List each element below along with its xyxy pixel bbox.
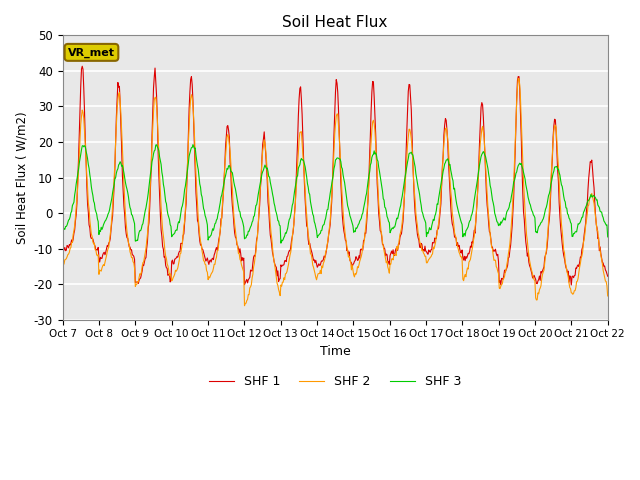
SHF 3 [180, 194, 188, 200]
SHF 1 [79, 63, 86, 69]
SHF 1 [568, 282, 575, 288]
SHF 1 [125, 244, 133, 250]
SHF 2 [402, 168, 410, 173]
SHF 2 [209, 269, 216, 275]
SHF 1 [68, 240, 76, 245]
SHF 2 [604, 293, 612, 299]
SHF 3 [125, 194, 132, 200]
SHF 3 [277, 240, 285, 246]
SHF 2 [418, 248, 426, 253]
Text: VR_met: VR_met [68, 47, 115, 58]
Line: SHF 2: SHF 2 [63, 78, 608, 306]
SHF 3 [403, 163, 411, 169]
SHF 3 [209, 228, 217, 233]
Line: SHF 1: SHF 1 [63, 66, 608, 285]
SHF 2 [241, 303, 248, 309]
Line: SHF 3: SHF 3 [63, 144, 608, 243]
SHF 3 [59, 227, 67, 233]
SHF 1 [209, 257, 217, 263]
SHF 1 [59, 248, 67, 253]
SHF 1 [418, 242, 426, 248]
SHF 3 [604, 234, 612, 240]
SHF 3 [419, 210, 426, 216]
SHF 1 [604, 273, 612, 279]
SHF 3 [189, 142, 196, 147]
Legend: SHF 1, SHF 2, SHF 3: SHF 1, SHF 2, SHF 3 [204, 370, 466, 393]
SHF 2 [59, 260, 67, 266]
SHF 2 [180, 223, 188, 229]
SHF 1 [180, 220, 188, 226]
SHF 3 [68, 203, 76, 208]
SHF 2 [68, 240, 76, 245]
SHF 1 [402, 151, 410, 156]
X-axis label: Time: Time [320, 345, 351, 358]
SHF 2 [515, 75, 522, 81]
Y-axis label: Soil Heat Flux ( W/m2): Soil Heat Flux ( W/m2) [15, 111, 28, 244]
SHF 2 [125, 240, 132, 246]
Title: Soil Heat Flux: Soil Heat Flux [282, 15, 388, 30]
